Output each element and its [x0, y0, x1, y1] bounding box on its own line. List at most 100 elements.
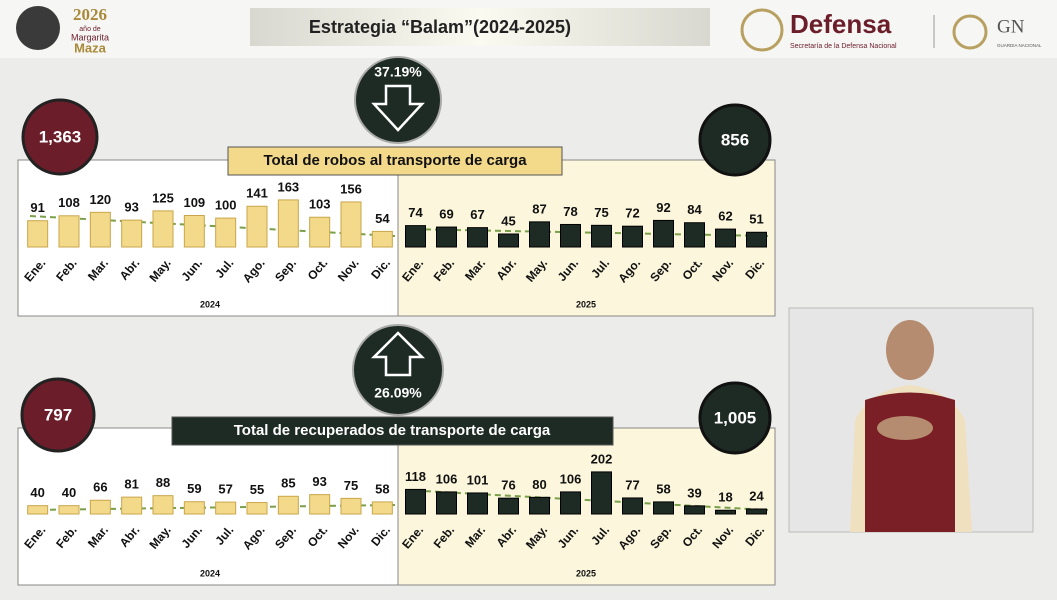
total-2025: 1,005	[714, 408, 757, 427]
value-label: 54	[375, 211, 390, 226]
total-badge	[698, 103, 772, 177]
value-label: 72	[625, 206, 639, 221]
panel-half	[397, 159, 776, 317]
bar	[27, 505, 49, 515]
change-badge	[352, 324, 444, 416]
title-banner	[250, 8, 710, 46]
value-label: 24	[749, 488, 764, 503]
value-label: 125	[152, 190, 174, 205]
gn-sub: GUARDIA NACIONAL	[997, 43, 1042, 48]
value-label: 120	[89, 192, 111, 207]
value-label: 76	[501, 478, 515, 493]
gn-emblem	[952, 14, 988, 50]
bar	[309, 216, 331, 248]
section-banner	[227, 146, 563, 176]
bar	[277, 199, 299, 248]
bar	[215, 501, 237, 515]
value-label: 103	[309, 197, 331, 212]
x-axis-label: 2025	[576, 299, 596, 309]
bar	[653, 501, 674, 515]
value-label: 108	[58, 195, 80, 210]
bar	[371, 501, 393, 515]
value-label: 141	[246, 186, 268, 201]
logo-name: Margarita	[71, 32, 109, 42]
value-label: 18	[718, 490, 732, 505]
bar	[183, 501, 205, 515]
bar	[560, 223, 581, 248]
bar	[529, 496, 550, 515]
x-axis-label: 2025	[576, 568, 596, 578]
bar	[591, 471, 612, 515]
trend-line	[404, 489, 769, 511]
value-label: 91	[30, 200, 44, 215]
value-label: 69	[439, 207, 453, 222]
panel-half	[397, 427, 776, 586]
bar	[622, 497, 643, 515]
bar	[746, 231, 767, 248]
value-label: 92	[656, 200, 670, 215]
bar	[467, 227, 488, 248]
value-label: 66	[93, 480, 107, 495]
logo-sub: año de	[79, 26, 101, 33]
value-label: 67	[470, 207, 484, 222]
bar	[715, 509, 736, 515]
total-2024: 1,363	[39, 127, 82, 146]
person-head	[886, 320, 934, 380]
bar	[152, 210, 174, 248]
value-label: 59	[187, 481, 201, 496]
total-2024: 797	[44, 405, 72, 424]
value-label: 62	[718, 209, 732, 224]
value-label: 45	[501, 213, 515, 228]
bar	[529, 221, 550, 248]
value-label: 40	[62, 485, 76, 500]
bar	[246, 205, 268, 248]
logo-year: 2026	[73, 5, 107, 24]
value-label: 93	[124, 200, 138, 215]
bar	[89, 499, 111, 515]
brand-sub: Secretaría de la Defensa Nacional	[790, 43, 897, 50]
value-label: 118	[405, 469, 426, 484]
down-arrow	[371, 84, 425, 132]
value-label: 156	[340, 181, 362, 196]
bar	[684, 222, 705, 248]
bar	[309, 494, 331, 515]
logo-name: Maza	[74, 40, 107, 55]
gn: GN	[997, 16, 1025, 37]
value-label: 58	[375, 481, 389, 496]
value-label: 77	[625, 477, 639, 492]
value-label: 101	[467, 472, 489, 487]
bar	[560, 491, 581, 515]
bar	[27, 220, 49, 248]
bar	[58, 505, 80, 515]
bar	[498, 497, 519, 515]
value-label: 84	[687, 202, 702, 217]
person-hands	[877, 416, 933, 440]
value-label: 75	[594, 205, 608, 220]
bar	[405, 225, 426, 248]
bar	[215, 217, 237, 248]
value-label: 58	[656, 481, 670, 496]
value-label: 40	[30, 485, 44, 500]
value-label: 81	[124, 477, 138, 492]
value-label: 39	[687, 485, 701, 500]
total-badge	[21, 98, 99, 176]
total-2025: 856	[721, 130, 749, 149]
x-axis-label: 2024	[200, 568, 220, 578]
value-label: 74	[408, 205, 423, 220]
emblem	[740, 8, 784, 52]
value-label: 106	[560, 471, 582, 486]
brand: Defensa	[790, 9, 892, 39]
bar	[277, 495, 299, 515]
section-title: Total de recuperados de transporte de ca…	[234, 422, 551, 439]
change: 26.09%	[374, 385, 422, 401]
bar	[371, 230, 393, 248]
value-label: 87	[532, 201, 546, 216]
title: Estrategia “Balam”(2024-2025)	[309, 17, 571, 37]
value-label: 109	[183, 195, 205, 210]
value-label: 57	[218, 482, 232, 497]
bar	[653, 219, 674, 248]
bar	[121, 496, 143, 515]
bar	[405, 488, 426, 515]
